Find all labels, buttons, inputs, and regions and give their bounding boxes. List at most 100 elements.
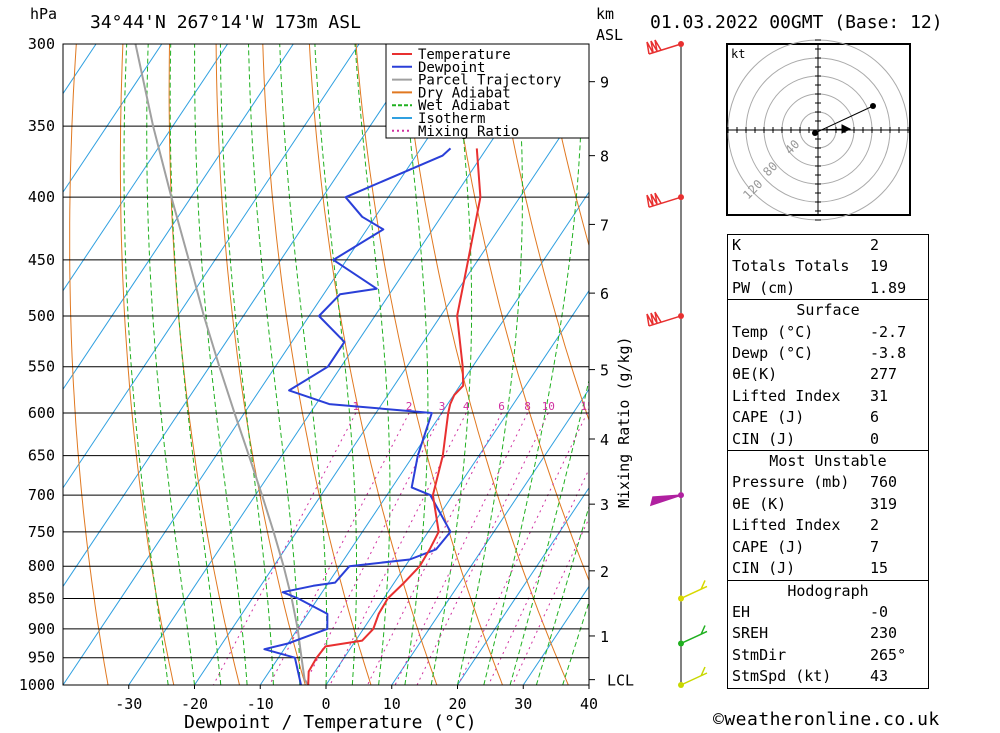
- surface-cape-label: CAPE (J): [732, 408, 805, 427]
- mu-cin-value: 15: [870, 559, 889, 578]
- hodograph-table-title: Hodograph: [787, 581, 869, 600]
- most-unstable-title: Most Unstable: [769, 452, 887, 471]
- sreh-value: 230: [870, 624, 898, 643]
- isotherm-line: [63, 44, 294, 391]
- surface-thetae-label: θE(K): [732, 365, 778, 384]
- x-tick-label: 30: [514, 695, 532, 713]
- wet-adiabat-line: [123, 44, 169, 685]
- pressure-tick-label: 450: [28, 251, 55, 269]
- stmdir-value: 265°: [870, 645, 907, 664]
- mu-cin-label: CIN (J): [732, 559, 796, 578]
- dry-adiabat-line: [495, 44, 589, 422]
- x-tick-label: 20: [448, 695, 466, 713]
- mixing-ratio-label: 2: [406, 400, 413, 413]
- wet-adiabat-line: [509, 378, 589, 685]
- isotherm-line: [0, 44, 30, 685]
- surface-li-value: 31: [870, 386, 889, 405]
- pressure-tick-label: 400: [28, 188, 55, 206]
- hpa-label: hPa: [30, 5, 57, 23]
- k-value: 2: [870, 236, 880, 254]
- isotherm-line: [194, 92, 589, 685]
- wet-adiabat-line: [194, 44, 248, 685]
- km-tick-label: 6: [600, 285, 609, 303]
- wind-barb: [680, 580, 708, 600]
- pressure-tick-label: 700: [28, 486, 55, 504]
- wet-adiabat-line: [248, 44, 301, 685]
- surface-dewp-value: -3.8: [870, 344, 907, 363]
- wet-adiabat-line: [146, 44, 195, 685]
- wet-adiabat-line: [169, 44, 222, 685]
- surface-dewp-label: Dewp (°C): [732, 344, 814, 363]
- pressure-tick-label: 600: [28, 404, 55, 422]
- mu-thetae-value: 319: [870, 494, 898, 513]
- wet-adiabat-line: [219, 44, 274, 685]
- mu-thetae-label: θE (K): [732, 494, 787, 513]
- isotherm-line: [63, 44, 360, 489]
- legend-entry: Isotherm: [418, 111, 485, 127]
- pressure-tick-label: 950: [28, 649, 55, 667]
- mixing-ratio-label: 10: [542, 400, 555, 413]
- pressure-tick-label: 300: [28, 35, 55, 53]
- surface-thetae-value: 277: [870, 365, 898, 384]
- totals-label: Totals Totals: [732, 257, 850, 276]
- location-title: 34°44'N 267°14'W 173m ASL: [90, 12, 361, 33]
- mixing-ratio-line: [269, 412, 410, 685]
- wind-barb: [646, 39, 682, 55]
- isotherm-line: [259, 191, 589, 685]
- wind-barb: [646, 311, 682, 327]
- pressure-tick-label: 1000: [19, 676, 55, 694]
- surface-temp-value: -2.7: [870, 322, 907, 341]
- km-tick-label: 2: [600, 563, 609, 581]
- pressure-tick-label: 650: [28, 447, 55, 465]
- pressure-tick-label: 500: [28, 307, 55, 325]
- mu-cape-label: CAPE (J): [732, 537, 805, 556]
- mu-pressure-label: Pressure (mb): [732, 473, 850, 492]
- k-label: K: [732, 236, 742, 254]
- dry-adiabat-line: [962, 44, 1000, 685]
- km-tick-label: LCL: [607, 672, 634, 690]
- parcel-trajectory-line: [134, 44, 310, 685]
- pressure-tick-label: 900: [28, 620, 55, 638]
- pw-value: 1.89: [870, 278, 907, 297]
- pressure-tick-label: 800: [28, 557, 55, 575]
- stmspd-value: 43: [870, 667, 889, 686]
- sreh-label: SREH: [732, 624, 769, 643]
- pressure-tick-label: 750: [28, 523, 55, 541]
- indices-table: K 2 Totals Totals 19 PW (cm) 1.89 Surface T…: [727, 234, 929, 689]
- legend-entry: Dry Adiabat: [418, 85, 511, 101]
- surface-cin-value: 0: [870, 429, 880, 448]
- wet-adiabat-line: [400, 44, 429, 685]
- isotherm-line: [457, 486, 589, 685]
- km-tick-label: 7: [600, 216, 609, 234]
- legend-entry: Temperature: [418, 47, 511, 63]
- mixing-ratio-label: 15: [580, 400, 593, 413]
- isotherm-line: [391, 388, 589, 685]
- totals-value: 19: [870, 257, 889, 276]
- temperature-line: [307, 148, 482, 685]
- x-tick-label: 10: [383, 695, 401, 713]
- mixing-ratio-label: 4: [463, 400, 470, 413]
- surface-cin-label: CIN (J): [732, 429, 796, 448]
- stmdir-label: StmDir: [732, 645, 787, 664]
- mu-cape-value: 7: [870, 537, 880, 556]
- mixing-ratio-line: [457, 412, 588, 685]
- surface-title: Surface: [796, 301, 860, 320]
- km-tick-label: 3: [600, 496, 609, 514]
- mixing-ratio-axis-label: Mixing Ratio (g/kg): [615, 336, 633, 508]
- mixing-ratio-label: 6: [498, 400, 505, 413]
- dry-adiabat-line: [541, 44, 589, 248]
- mu-pressure-value: 760: [870, 473, 898, 492]
- wet-adiabat-line: [430, 44, 473, 685]
- wind-barb: [646, 192, 682, 208]
- isotherm-line: [63, 44, 491, 685]
- pressure-tick-label: 550: [28, 358, 55, 376]
- x-tick-label: 40: [580, 695, 598, 713]
- isotherm-line: [325, 289, 589, 685]
- dewpoint-line: [263, 147, 452, 685]
- isotherm-line: [128, 44, 557, 685]
- pw-label: PW (cm): [732, 278, 796, 297]
- legend-entry: Mixing Ratio: [418, 124, 519, 140]
- isotherm-line: [63, 44, 163, 194]
- mixing-ratio-label: 3: [439, 400, 446, 413]
